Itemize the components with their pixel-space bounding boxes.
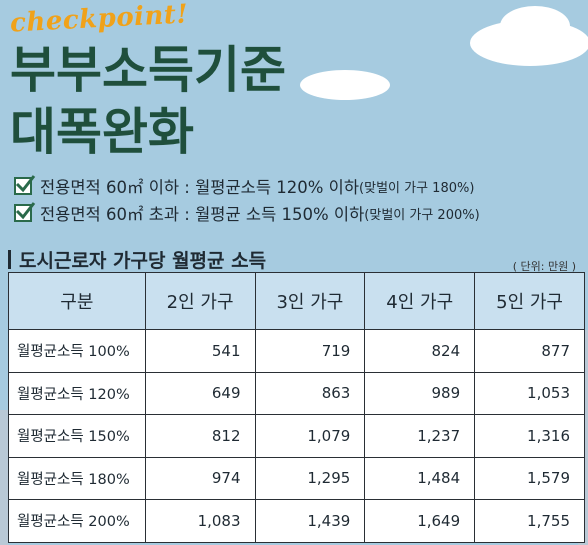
- table-cell: 989: [364, 371, 476, 415]
- checklist-text: 전용면적 60㎡ 초과 : 월평균 소득 150% 이하: [40, 205, 365, 224]
- building-decoration: [0, 410, 8, 545]
- table-cell: 649: [144, 371, 256, 415]
- table-cell: 824: [364, 329, 476, 373]
- table-row: 월평균소득 150% 812 1,079 1,237 1,316: [8, 414, 585, 458]
- table-cell: 1,484: [364, 456, 476, 500]
- income-table: 구분 2인 가구 3인 가구 4인 가구 5인 가구 월평균소득 100% 54…: [8, 272, 585, 543]
- table-row: 월평균소득 100% 541 719 824 877: [8, 329, 585, 373]
- checklist-note: (맞벌이 가구 180%): [359, 180, 475, 196]
- column-header: 2인 가구: [144, 272, 256, 330]
- cloud-decoration: [500, 6, 570, 46]
- table-header-row: 구분 2인 가구 3인 가구 4인 가구 5인 가구: [8, 272, 585, 330]
- table-row: 월평균소득 120% 649 863 989 1,053: [8, 371, 585, 415]
- table-cell: 1,755: [474, 499, 585, 543]
- section-bar-icon: [8, 250, 11, 269]
- checkmark-icon: [14, 175, 36, 195]
- table-cell: 1,316: [474, 414, 585, 458]
- checklist-note: (맞벌이 가구 200%): [364, 207, 480, 223]
- column-header: 3인 가구: [254, 272, 366, 330]
- page-title-line1: 부부소득기준: [10, 41, 286, 99]
- table-cell: 1,079: [254, 414, 366, 458]
- table-cell: 1,649: [364, 499, 476, 543]
- table-cell: 812: [144, 414, 256, 458]
- table-cell: 974: [144, 456, 256, 500]
- table-cell: 1,439: [254, 499, 366, 543]
- table-cell: 1,237: [364, 414, 476, 458]
- table-row: 월평균소득 200% 1,083 1,439 1,649 1,755: [8, 499, 585, 543]
- unit-label: ( 단위: 만원 ): [512, 260, 576, 273]
- column-header: 5인 가구: [474, 272, 585, 330]
- page-title-line2: 대폭완화: [10, 103, 194, 161]
- table-cell: 719: [254, 329, 366, 373]
- section-title: 도시근로자 가구당 월평균 소득: [8, 246, 266, 273]
- row-label: 월평균소득 100%: [8, 329, 146, 373]
- checklist-item: 전용면적 60㎡ 이하 : 월평균소득 120% 이하 (맞벌이 가구 180%…: [14, 174, 474, 198]
- table-cell: 1,295: [254, 456, 366, 500]
- row-label: 월평균소득 120%: [8, 371, 146, 415]
- column-header: 4인 가구: [364, 272, 476, 330]
- table-cell: 1,083: [144, 499, 256, 543]
- checklist-text: 전용면적 60㎡ 이하 : 월평균소득 120% 이하: [40, 178, 360, 197]
- row-label: 월평균소득 200%: [8, 499, 146, 543]
- table-cell: 877: [474, 329, 585, 373]
- table-cell: 1,053: [474, 371, 585, 415]
- section-title-text: 도시근로자 가구당 월평균 소득: [19, 250, 267, 272]
- table-row: 월평균소득 180% 974 1,295 1,484 1,579: [8, 456, 585, 500]
- row-label: 월평균소득 180%: [8, 456, 146, 500]
- cloud-decoration: [300, 70, 390, 100]
- table-cell: 541: [144, 329, 256, 373]
- checkmark-icon: [14, 202, 36, 222]
- checkpoint-label: checkpoint!: [9, 0, 190, 39]
- table-cell: 1,579: [474, 456, 585, 500]
- table-cell: 863: [254, 371, 366, 415]
- row-label: 월평균소득 150%: [8, 414, 146, 458]
- checklist-item: 전용면적 60㎡ 초과 : 월평균 소득 150% 이하 (맞벌이 가구 200…: [14, 201, 480, 225]
- column-header: 구분: [8, 272, 146, 330]
